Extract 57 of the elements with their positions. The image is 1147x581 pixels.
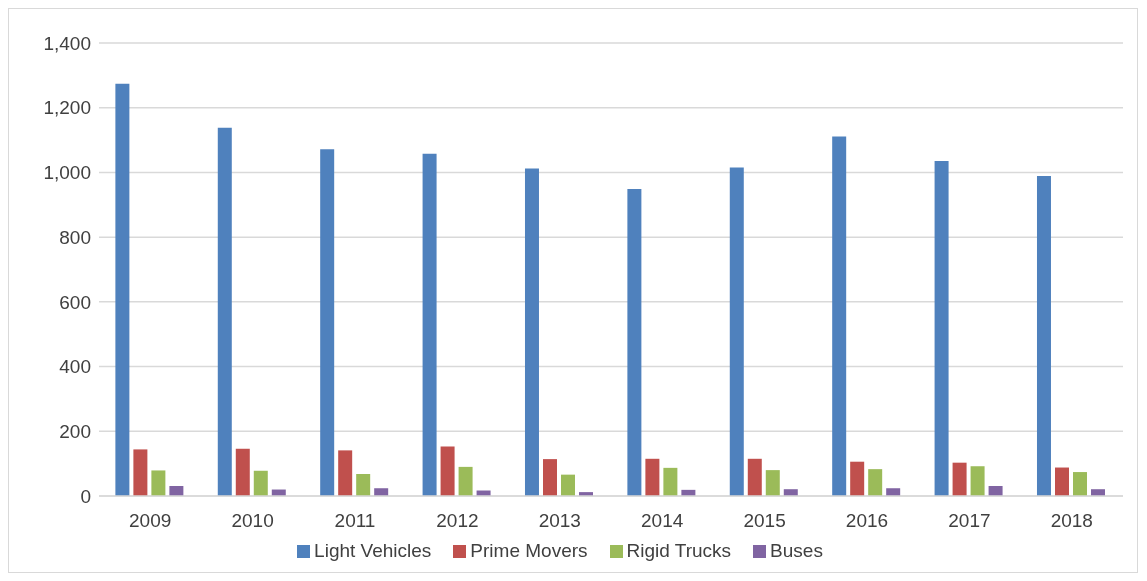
bar xyxy=(542,459,557,496)
x-tick-label: 2015 xyxy=(743,510,786,532)
x-tick-label: 2018 xyxy=(1050,510,1093,532)
bar xyxy=(356,474,371,496)
bar xyxy=(627,188,642,496)
bar xyxy=(133,449,148,496)
x-tick-label: 2016 xyxy=(845,510,889,532)
bar xyxy=(235,448,250,496)
bar xyxy=(524,168,539,496)
bar xyxy=(320,149,335,496)
x-tick-label: 2011 xyxy=(334,510,376,532)
y-tick-label: 200 xyxy=(59,421,91,443)
bar xyxy=(1054,467,1069,496)
bar xyxy=(934,161,949,496)
bar xyxy=(832,136,847,496)
bar xyxy=(663,467,678,496)
bar xyxy=(440,446,455,496)
legend-label: Light Vehicles xyxy=(314,540,432,561)
bar xyxy=(886,488,901,496)
bar xyxy=(151,470,166,496)
bar xyxy=(1036,175,1051,496)
bar xyxy=(868,469,883,496)
bar xyxy=(217,127,232,496)
x-tick-label: 2012 xyxy=(436,510,479,532)
bar xyxy=(645,458,660,496)
x-tick-label: 2010 xyxy=(231,510,274,532)
y-tick-label: 1,000 xyxy=(43,162,91,184)
bar xyxy=(765,470,780,496)
x-tick-label: 2014 xyxy=(641,510,684,532)
x-tick-label: 2017 xyxy=(948,510,991,532)
bar xyxy=(729,167,744,496)
y-tick-label: 1,200 xyxy=(43,97,91,119)
legend-label: Buses xyxy=(770,540,823,561)
y-tick-label: 600 xyxy=(59,291,91,313)
bar xyxy=(338,450,353,496)
bar xyxy=(422,153,437,496)
y-tick-label: 800 xyxy=(59,226,91,248)
x-tick-label: 2009 xyxy=(129,510,172,532)
bar xyxy=(952,462,967,496)
bar xyxy=(458,466,473,496)
bar xyxy=(970,466,985,496)
bar xyxy=(115,83,130,496)
bar xyxy=(560,474,575,496)
bar xyxy=(169,485,184,496)
x-tick-label: 2013 xyxy=(538,510,581,532)
y-tick-label: 0 xyxy=(80,485,91,507)
bar xyxy=(476,490,491,496)
bar xyxy=(988,485,1003,496)
y-tick-label: 1,400 xyxy=(43,32,91,54)
bar xyxy=(374,488,389,496)
legend-label: Prime Movers xyxy=(470,540,588,561)
bar xyxy=(1072,472,1087,496)
y-tick-label: 400 xyxy=(59,356,91,378)
bar xyxy=(747,458,762,496)
bar xyxy=(253,470,268,496)
legend-label: Rigid Trucks xyxy=(626,540,732,561)
bar xyxy=(850,461,865,496)
